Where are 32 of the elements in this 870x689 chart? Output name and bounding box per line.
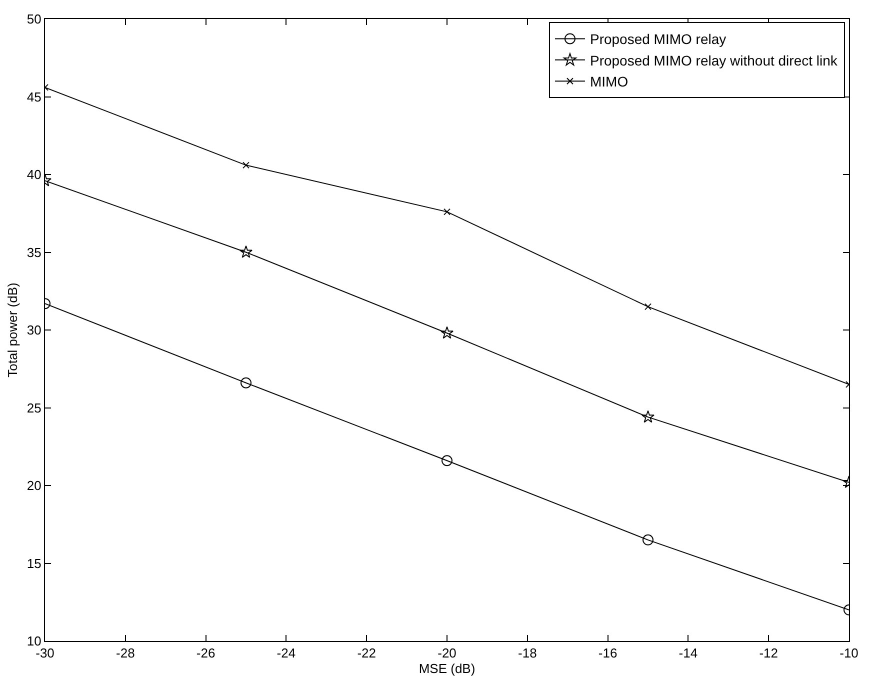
x-tick-label: -24	[276, 646, 296, 661]
y-tick-label: 40	[26, 167, 42, 182]
x-tick-label: -26	[196, 646, 216, 661]
y-tick-label: 45	[26, 89, 42, 104]
x-tick-label: -14	[678, 646, 698, 661]
x-tick-label: -20	[438, 646, 456, 661]
x-tick-label: -10	[840, 646, 858, 661]
y-tick-label: 15	[26, 556, 42, 571]
point	[444, 208, 450, 216]
point	[440, 326, 454, 339]
y-tick-label: 20	[26, 478, 42, 494]
legend-label: Proposed MIMO relay without direct link	[590, 52, 838, 68]
x-tick-label: -16	[598, 646, 618, 661]
legend-label: Proposed MIMO relay	[590, 31, 726, 48]
x-tick-label: -12	[759, 646, 778, 661]
y-tick-label: 35	[26, 244, 42, 260]
x-tick-label: -28	[116, 646, 135, 661]
x-axis-title: MSE (dB)	[418, 661, 476, 676]
y-tick-label: 50	[26, 12, 42, 27]
y-axis-title: Total power (dB)	[4, 282, 20, 378]
point	[242, 162, 250, 169]
point	[644, 303, 652, 310]
point	[240, 245, 252, 258]
x-tick-label: -18	[518, 646, 537, 661]
point	[642, 410, 654, 423]
y-tick-label: 30	[26, 322, 42, 338]
legend-label: MIMO	[590, 74, 628, 90]
point	[442, 455, 452, 466]
x-tick-label: -22	[357, 646, 376, 661]
y-tick-label: 25	[26, 400, 42, 416]
point	[642, 534, 654, 546]
point	[240, 377, 252, 388]
